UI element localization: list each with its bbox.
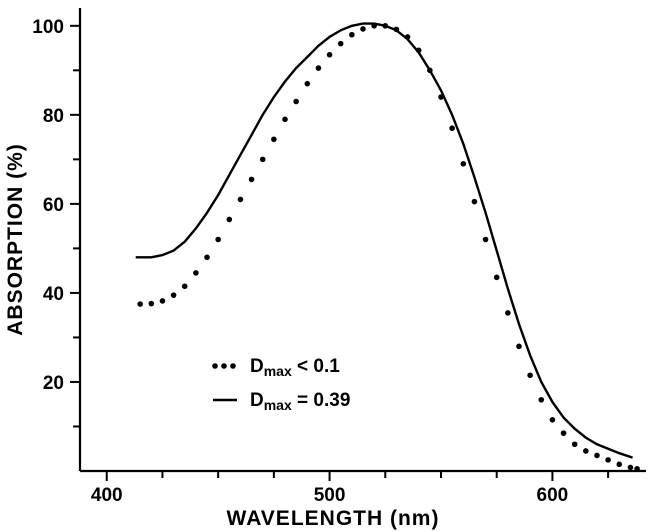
data-point [616, 461, 623, 468]
x-tick-label: 400 [91, 485, 123, 506]
data-point [337, 40, 344, 47]
data-point [516, 343, 522, 350]
axes [78, 8, 646, 473]
data-point [148, 300, 155, 307]
data-point [271, 136, 277, 143]
data-point [594, 452, 600, 459]
data-point [326, 51, 333, 58]
data-point [634, 465, 640, 472]
data-point [571, 441, 578, 448]
legend-entry: Dmax = 0.39 [213, 390, 350, 413]
data-point [583, 448, 589, 454]
ticks: 20 40 60 80 100 400 500 600 [32, 17, 610, 506]
data-point [304, 80, 311, 87]
legend-label-sub: max [264, 363, 292, 379]
data-point [605, 457, 611, 463]
data-point [259, 156, 266, 163]
data-point [293, 98, 299, 105]
data-point [538, 396, 545, 403]
y-tick-label: 100 [32, 17, 64, 38]
data-point [471, 198, 478, 205]
series-line [135, 22, 633, 459]
y-tick-label: 20 [43, 373, 64, 394]
y-axis-title: ABSORPTION (%) [4, 143, 27, 336]
x-tick-label: 500 [314, 485, 346, 506]
data-point [181, 283, 188, 290]
data-point [226, 216, 233, 223]
x-tick-label: 600 [537, 485, 569, 506]
data-point [360, 26, 366, 32]
legend-label-main: D [250, 390, 264, 411]
series-layer [135, 22, 640, 472]
data-point [315, 65, 322, 71]
y-tick-label: 60 [43, 195, 64, 216]
legend-label-rest: < 0.1 [292, 356, 340, 377]
data-point [449, 125, 455, 132]
data-point [237, 196, 244, 203]
data-point [137, 301, 143, 307]
data-point [560, 430, 567, 436]
y-tick-label: 40 [43, 284, 64, 305]
data-point [204, 254, 210, 261]
legend-label: Dmax = 0.39 [250, 390, 350, 413]
data-point [282, 116, 288, 123]
series-1 [137, 23, 640, 472]
data-point [627, 464, 634, 471]
legend-dot-marker [221, 363, 227, 369]
data-point [159, 298, 166, 304]
legend-dot-marker [230, 363, 236, 369]
legend-dot-marker [212, 363, 218, 369]
legend-label-rest: = 0.39 [292, 390, 351, 411]
data-point [170, 292, 177, 298]
y-tick-label: 80 [43, 106, 64, 127]
data-point [248, 176, 255, 183]
data-point [349, 31, 355, 38]
data-point [527, 372, 533, 379]
data-point [505, 310, 511, 316]
data-point [493, 274, 500, 281]
x-axis-title: WAVELENGTH (nm) [227, 507, 440, 530]
data-point [482, 236, 489, 243]
legend-label-sub: max [264, 397, 292, 413]
data-point [460, 161, 467, 167]
legend-entry: Dmax < 0.1 [212, 356, 340, 379]
legend-label: Dmax < 0.1 [250, 356, 340, 379]
data-point [549, 417, 556, 423]
legend-label-main: D [250, 356, 264, 377]
series-2 [135, 22, 633, 459]
data-point [215, 236, 221, 243]
data-point [193, 270, 199, 276]
